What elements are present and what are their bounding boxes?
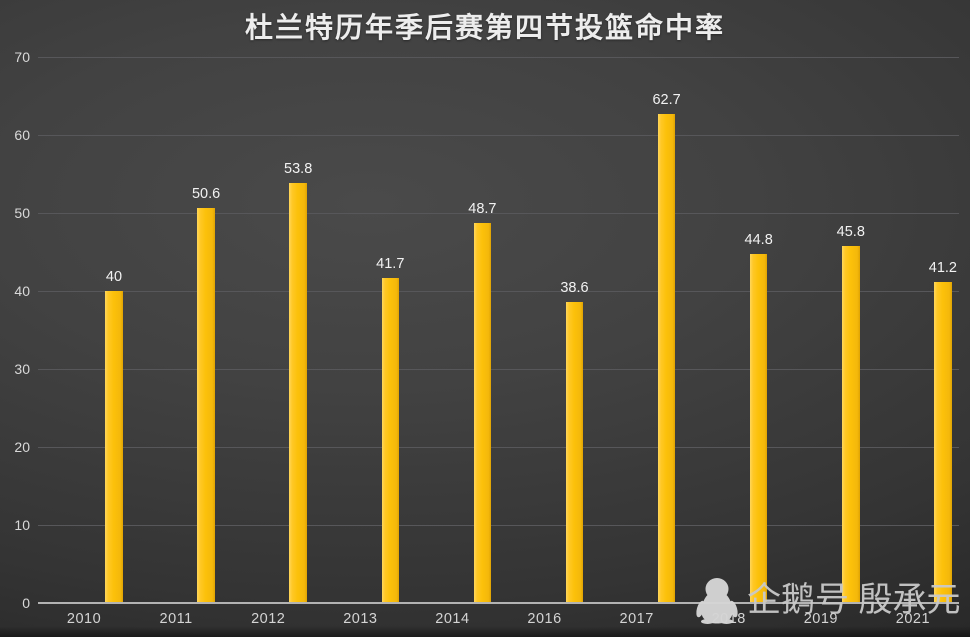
gridline [38, 135, 959, 136]
y-tick-label: 50 [14, 205, 30, 221]
bar [749, 253, 768, 603]
bar-value-label: 53.8 [284, 161, 313, 178]
y-axis-labels: 0 10 20 30 40 50 60 70 [0, 49, 30, 611]
bar [842, 245, 860, 603]
bottom-shade [0, 626, 970, 637]
x-tick-label: 2021 [895, 611, 931, 627]
penguin-icon [696, 578, 738, 624]
x-axis-line [38, 602, 959, 604]
x-tick-label: 2017 [619, 611, 654, 627]
bar-value-label: 44.8 [744, 231, 773, 248]
gridline [38, 57, 959, 58]
bar-value-label: 41.2 [928, 259, 957, 276]
bar [289, 183, 307, 603]
x-tick-label: 2014 [435, 611, 470, 627]
gridline [38, 369, 959, 370]
gridline [38, 213, 959, 214]
y-tick-label: 40 [14, 283, 30, 299]
y-tick-label: 10 [14, 517, 30, 533]
y-tick-label: 30 [14, 361, 30, 377]
y-tick-label: 20 [14, 439, 30, 455]
y-tick-label: 70 [14, 49, 30, 65]
bar [197, 208, 215, 603]
chart-title: 杜兰特历年季后赛第四节投篮命中率 [244, 12, 725, 43]
y-tick-label: 60 [14, 127, 30, 143]
bar [473, 223, 492, 603]
y-tick-label: 0 [22, 595, 30, 611]
bar [105, 291, 123, 603]
watermark-text: 企鹅号 殷承元 [747, 581, 961, 619]
x-tick-label: 2016 [527, 611, 562, 627]
watermark: 企鹅号 殷承元 [694, 576, 960, 624]
bar [657, 113, 676, 603]
x-tick-label: 2011 [159, 611, 193, 627]
x-tick-label: 2010 [66, 611, 102, 627]
bar-value-label: 50.6 [191, 186, 221, 203]
bar [381, 277, 400, 603]
bar-value-label: 48.7 [468, 201, 497, 218]
gridline [38, 525, 959, 526]
x-tick-label: 2019 [803, 611, 838, 627]
gridline [38, 291, 959, 292]
bar-value-label: 41.7 [376, 255, 405, 272]
x-tick-label: 2012 [251, 611, 286, 627]
bar-value-label: 38.6 [560, 279, 589, 296]
plot-area: 40 50.6 53.8 41.7 48.7 38.6 62.7 44.8 45.8 41.2 2… [38, 57, 959, 627]
x-tick-label: 2013 [343, 611, 378, 627]
bar-value-label: 45.8 [836, 223, 865, 240]
bar [934, 281, 952, 603]
bar-value-label: 40 [105, 269, 123, 285]
bar-value-label: 62.7 [652, 91, 681, 108]
bar [565, 301, 584, 603]
gridline [38, 447, 959, 448]
